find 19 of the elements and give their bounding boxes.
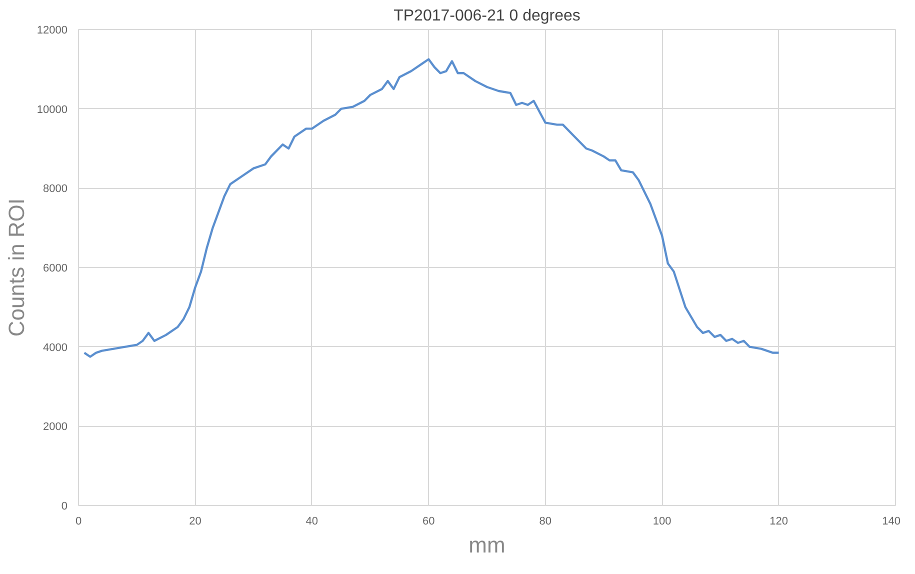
y-tick-label: 8000: [43, 183, 68, 196]
x-tick-label: 140: [882, 516, 901, 528]
y-tick-label: 0: [61, 500, 68, 512]
y-axis-title: Counts in ROI: [4, 198, 29, 337]
y-tick-label: 6000: [43, 262, 68, 274]
x-tick-label: 60: [422, 516, 435, 528]
x-tick-label: 80: [539, 516, 552, 528]
line-series: [83, 58, 780, 358]
x-tick-label: 0: [75, 516, 82, 528]
x-axis-title: mm: [468, 532, 506, 558]
y-tick-label: 4000: [43, 342, 68, 354]
chart-title: TP2017-006-21 0 degrees: [394, 8, 580, 24]
x-tick-label: 20: [189, 516, 202, 528]
x-tick-label: 120: [770, 516, 788, 528]
y-tick-label: 2000: [43, 421, 68, 434]
x-tick-label: 100: [652, 516, 672, 528]
x-tick-label: 40: [306, 516, 318, 528]
y-tick-label: 12000: [36, 24, 68, 36]
y-tick-label: 10000: [36, 104, 68, 116]
